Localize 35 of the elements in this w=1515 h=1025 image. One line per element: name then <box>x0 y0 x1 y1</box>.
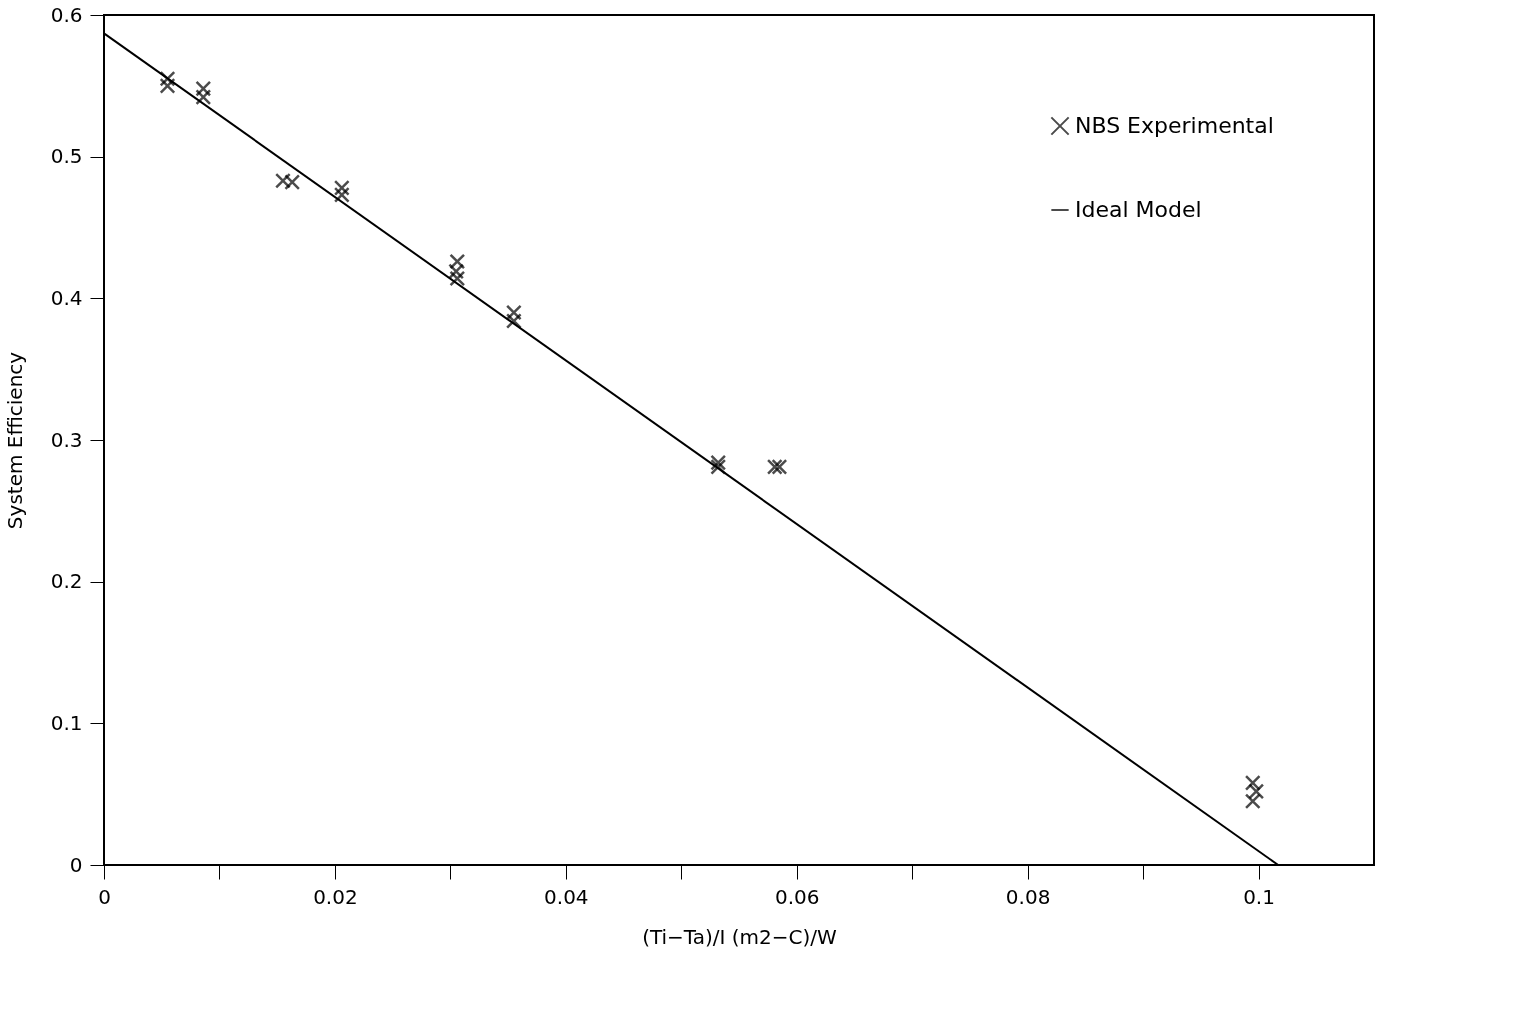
y-tick-label: 0.1 <box>50 710 83 735</box>
point <box>449 253 466 270</box>
x-tick-label: 0.1 <box>1243 884 1275 909</box>
point <box>1244 774 1261 791</box>
point <box>766 458 783 475</box>
y-tick-label: 0.5 <box>50 144 83 169</box>
y-tick-label: 0.4 <box>50 285 83 310</box>
x-tick-label: 0 <box>98 884 111 909</box>
y-axis-title: System Efficiency <box>2 351 27 530</box>
point <box>159 70 176 87</box>
point <box>333 186 350 203</box>
y-tick-label: 0.6 <box>50 2 83 27</box>
x-tick-label: 0.04 <box>544 884 589 909</box>
point <box>1244 793 1261 810</box>
point <box>1248 783 1265 800</box>
point <box>710 458 727 475</box>
x-tick-label: 0.02 <box>313 884 358 909</box>
x-tick-label: 0.08 <box>1005 884 1051 909</box>
point <box>771 458 788 475</box>
point <box>195 80 212 97</box>
x-axis-title: (Ti−Ta)/I (m2−C)/W <box>642 924 838 949</box>
y-tick-label: 0.3 <box>50 427 83 452</box>
legend-label: Ideal Model <box>1075 197 1202 222</box>
point <box>159 77 176 94</box>
point <box>448 263 465 280</box>
legend-label: NBS Experimental <box>1075 113 1274 138</box>
point <box>710 454 727 471</box>
point <box>333 179 350 196</box>
y-tick-label: 0 <box>69 852 83 877</box>
y-tick-label: 0.2 <box>50 569 83 594</box>
point <box>195 89 212 106</box>
point <box>505 313 522 329</box>
point <box>449 270 466 287</box>
x-tick-label: 0.06 <box>774 884 820 909</box>
point <box>505 304 522 321</box>
